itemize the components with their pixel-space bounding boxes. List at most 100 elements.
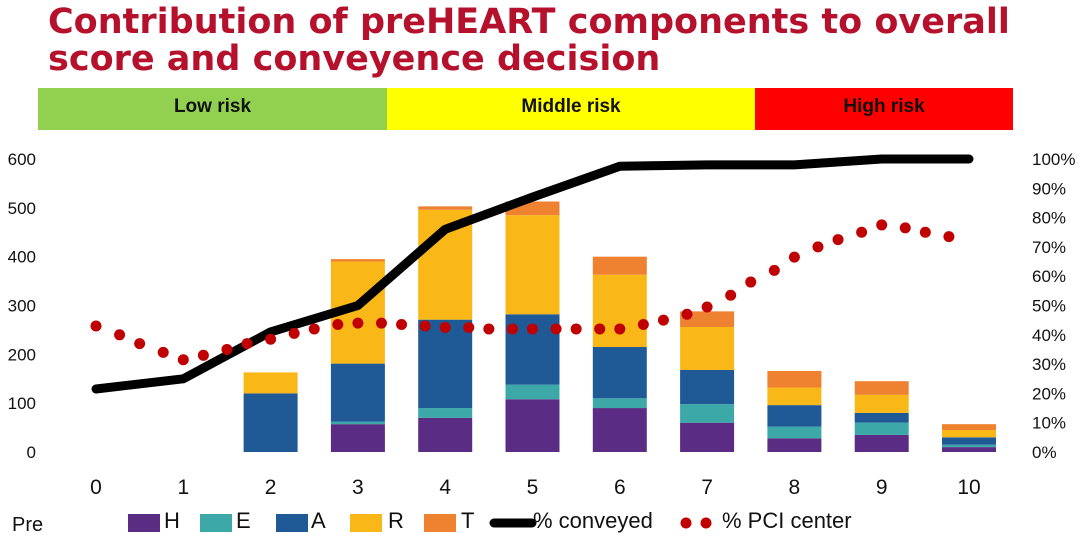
legend-label-e: E [236, 508, 251, 533]
legend-label-pci-center: % PCI center [722, 508, 852, 533]
point-pci-center [177, 354, 189, 366]
bar-segment-r [854, 394, 909, 413]
risk-band-high-label: High risk [843, 96, 925, 117]
bar-segment-r [680, 326, 735, 370]
bar-segment-e [680, 404, 735, 423]
y-left-tick-label: 300 [8, 297, 36, 316]
legend-swatch-h [128, 514, 160, 532]
bar-segment-a [854, 412, 909, 423]
point-pci-center [352, 317, 364, 329]
bar-segment-h [942, 447, 996, 452]
x-tick-label: 6 [614, 476, 626, 499]
y-right-tick-label: 10% [1032, 414, 1066, 433]
bar-segment-e [330, 421, 385, 425]
point-pci-center [265, 333, 277, 345]
legend-swatch-pci-center-dot [700, 517, 712, 529]
bar-segment-h [592, 408, 647, 452]
y-right-tick-label: 70% [1032, 238, 1066, 257]
y-right-tick-label: 90% [1032, 179, 1066, 198]
legend-label-conveyed: % conveyed [533, 508, 653, 533]
point-pci-center [812, 241, 824, 253]
point-pci-center [439, 321, 451, 333]
point-pci-center [332, 319, 344, 331]
point-pci-center [725, 289, 737, 301]
point-pci-center [550, 323, 562, 335]
y-right-tick-label: 40% [1032, 326, 1066, 345]
y-left-tick-label: 100 [8, 394, 36, 413]
point-pci-center [657, 314, 669, 326]
bar-segment-r [243, 372, 298, 394]
point-pci-center [308, 323, 320, 335]
x-tick-label: 7 [701, 476, 713, 499]
line-conveyed [91, 154, 974, 394]
y-right-tick-label: 30% [1032, 355, 1066, 374]
point-pci-center [134, 338, 146, 350]
bar-segment-e [767, 426, 822, 439]
point-pci-center [197, 349, 209, 361]
point-pci-center [90, 320, 102, 332]
point-pci-center [419, 320, 431, 332]
legend-label-a: A [311, 508, 326, 533]
x-tick-label: 1 [177, 476, 189, 499]
point-pci-center [876, 219, 888, 231]
point-pci-center [701, 301, 713, 313]
x-tick-label: 4 [439, 476, 451, 499]
bar-segment-a [330, 363, 385, 422]
risk-band-high: High risk [755, 88, 1013, 130]
y-right-tick-label: 50% [1032, 297, 1066, 316]
x-tick-label: 0 [90, 476, 102, 499]
risk-band-middle: Middle risk [387, 88, 755, 130]
bar-segment-a [942, 437, 996, 445]
bar-segment-r [505, 215, 560, 315]
point-pci-center [506, 323, 518, 335]
bar-segment-t [854, 381, 909, 395]
bar-segment-h [418, 417, 473, 452]
bar-segment-t [592, 256, 647, 275]
point-pci-center [527, 323, 538, 335]
x-tick-label: 10 [957, 476, 980, 499]
chart-title-line-2: score and conveyence decision [48, 39, 661, 79]
y-left-tick-label: 400 [8, 248, 36, 267]
point-pci-center [788, 251, 800, 263]
point-pci-center [832, 234, 844, 246]
bar-segment-h [854, 434, 909, 452]
point-pci-center [157, 346, 169, 358]
legend-swatch-t [424, 514, 456, 532]
legend-label-t: T [461, 508, 475, 533]
point-pci-center [241, 338, 253, 350]
point-pci-center [919, 226, 931, 238]
bar-segment-t [767, 370, 822, 388]
legend-label-r: R [388, 508, 404, 533]
risk-band-middle-label: Middle risk [521, 96, 621, 117]
bar-segment-a [767, 405, 822, 427]
risk-band-low-label: Low risk [173, 96, 252, 117]
bar-segment-t [942, 424, 996, 431]
point-pci-center [637, 319, 649, 331]
point-pci-center [570, 323, 582, 335]
bar-segment-h [505, 399, 560, 452]
legend-label-h: H [164, 508, 180, 533]
bar-segment-e [854, 422, 909, 435]
point-pci-center [594, 323, 606, 335]
x-tick-label: 8 [789, 476, 801, 499]
bar-segment-t [680, 311, 735, 327]
point-pci-center [375, 317, 387, 329]
y-left-tick-label: 500 [8, 199, 36, 218]
point-pci-center [745, 276, 757, 288]
bar-segment-t [330, 259, 385, 262]
bar-segment-a [243, 393, 298, 452]
bar-segment-e [592, 398, 647, 409]
x-tick-label: 5 [527, 476, 539, 499]
y-left-tick-label: 600 [8, 150, 36, 169]
point-pci-center [114, 329, 126, 341]
bar-segment-a [592, 347, 647, 399]
point-pci-center [856, 226, 868, 238]
bar-segment-h [767, 438, 822, 452]
bar-segment-e [418, 408, 473, 418]
bar-segment-r [592, 274, 647, 348]
y-right-tick-label: 20% [1032, 384, 1066, 403]
legend-swatch-a [276, 514, 308, 532]
y-right-tick-label: 60% [1032, 267, 1066, 286]
legend-swatch-e [200, 514, 232, 532]
